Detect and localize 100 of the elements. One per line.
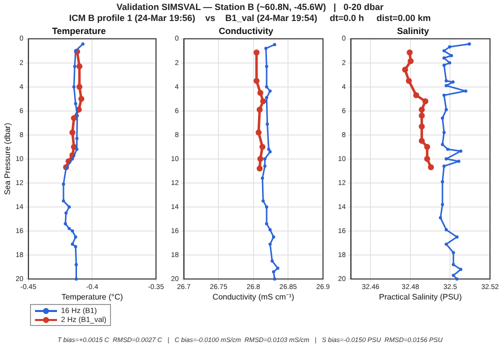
point [265, 205, 268, 209]
point [442, 56, 446, 60]
point [464, 89, 468, 93]
point [408, 58, 414, 64]
point [273, 277, 276, 281]
point [74, 102, 78, 106]
point [270, 259, 274, 263]
point [402, 66, 408, 73]
point [276, 266, 280, 270]
point [268, 242, 272, 246]
point [438, 216, 442, 220]
point [422, 98, 428, 104]
point [73, 64, 76, 68]
point [78, 96, 84, 102]
point [452, 274, 456, 277]
point [448, 45, 452, 48]
x-axis-title: Temperature (°C) [61, 292, 124, 302]
point [260, 176, 264, 180]
point [444, 228, 448, 232]
point [259, 144, 266, 150]
point [446, 148, 450, 151]
point [452, 250, 456, 254]
point [428, 164, 434, 170]
point [418, 112, 425, 119]
point [418, 106, 425, 113]
point [444, 242, 448, 246]
point [451, 80, 455, 84]
point [444, 157, 448, 160]
text: ICM B profile 1 (24-Mar 19:56) vs B1_val (24-Mar 19:54) dt=0.0 h dist=0.00 km [68, 13, 432, 24]
point [257, 156, 264, 162]
point [265, 64, 268, 68]
point [75, 136, 78, 140]
point [457, 160, 460, 163]
point [74, 244, 78, 248]
point [256, 129, 262, 136]
point [266, 122, 269, 126]
point [76, 63, 82, 70]
point [444, 108, 448, 112]
chart-title: Salinity [396, 26, 430, 36]
point [406, 49, 413, 56]
point [64, 211, 68, 215]
point [64, 222, 67, 226]
point [442, 64, 446, 67]
point [254, 49, 260, 56]
point [62, 199, 66, 203]
point [70, 229, 74, 233]
point [424, 144, 430, 150]
point [268, 228, 272, 232]
point [442, 49, 446, 52]
point [256, 166, 263, 172]
point [260, 98, 266, 104]
point [440, 180, 444, 184]
point [272, 270, 276, 274]
point [70, 115, 77, 122]
point [70, 242, 74, 246]
point [254, 78, 260, 84]
point [440, 116, 444, 120]
point [62, 182, 66, 186]
point [263, 164, 266, 168]
point [265, 85, 268, 88]
point [267, 148, 270, 151]
point [273, 42, 276, 46]
text: Validation SIMSVAL — Station B (~60.8N, -45.6W) | 0-20 dbar [116, 2, 384, 13]
point [74, 277, 78, 281]
point [265, 222, 268, 226]
point [450, 54, 454, 58]
x-axis-title: Conductivity (mS cm⁻¹) [212, 292, 295, 302]
point [264, 46, 268, 50]
point [257, 90, 264, 96]
point [272, 235, 276, 239]
point [440, 202, 444, 206]
point [444, 84, 448, 88]
point [263, 157, 266, 160]
x-axis-title: Practical Salinity (PSU) [379, 292, 462, 302]
point [265, 96, 268, 100]
point [418, 138, 425, 144]
point [442, 130, 446, 134]
point [81, 42, 84, 46]
point [72, 85, 76, 88]
point [442, 94, 446, 97]
point [68, 226, 71, 230]
point [74, 235, 78, 239]
point [459, 268, 462, 271]
point [74, 262, 78, 266]
point [76, 114, 79, 118]
point [448, 61, 452, 64]
point [444, 79, 448, 82]
point [262, 199, 265, 203]
point [75, 148, 78, 151]
point [413, 92, 420, 98]
point [442, 164, 446, 168]
point [468, 42, 471, 46]
point [268, 150, 272, 154]
point [74, 49, 78, 52]
point [256, 106, 263, 113]
point [68, 205, 71, 209]
point [452, 262, 456, 266]
point [455, 277, 459, 281]
chart-title: Conductivity [218, 26, 274, 36]
chart-title: Temperature [52, 26, 106, 36]
